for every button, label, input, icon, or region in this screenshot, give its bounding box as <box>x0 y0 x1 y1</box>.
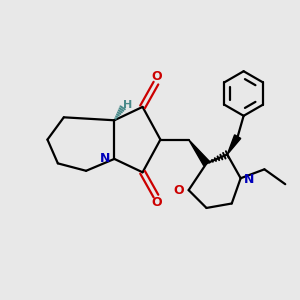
Text: O: O <box>151 196 162 209</box>
Text: H: H <box>123 100 133 110</box>
Polygon shape <box>227 135 241 155</box>
Text: O: O <box>174 184 184 196</box>
Text: O: O <box>151 70 162 83</box>
Text: N: N <box>244 173 254 186</box>
Text: N: N <box>100 152 111 165</box>
Polygon shape <box>189 140 209 166</box>
